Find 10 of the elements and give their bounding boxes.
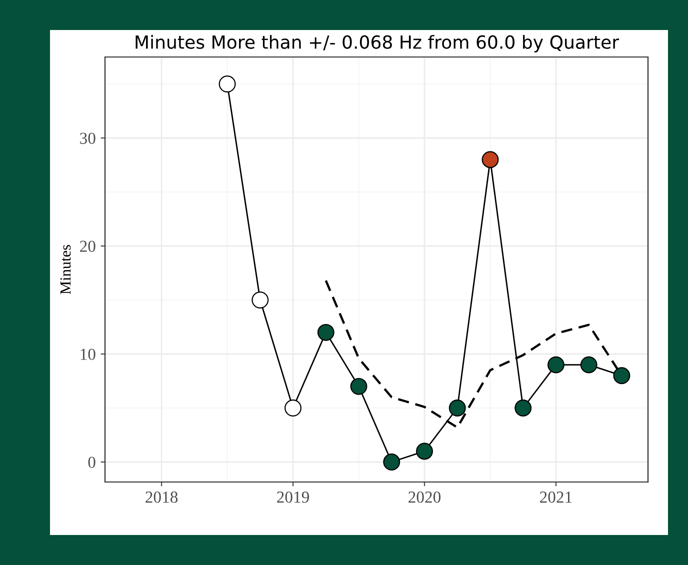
x-tick-label: 2018 xyxy=(146,492,178,503)
x-tick-label: 2021 xyxy=(540,492,572,503)
y-tick-label: 0 xyxy=(88,456,96,468)
y-tick-label: 30 xyxy=(80,132,96,144)
x-tick-label: 2020 xyxy=(408,492,441,503)
chart-title: Minutes More than +/- 0.068 Hz from 60.0 by Quarter xyxy=(136,34,620,52)
x-tick-label: 2019 xyxy=(277,492,309,503)
y-axis-title: Minutes xyxy=(60,245,71,294)
y-tick-label: 20 xyxy=(80,240,96,252)
y-tick-label: 10 xyxy=(80,348,96,360)
